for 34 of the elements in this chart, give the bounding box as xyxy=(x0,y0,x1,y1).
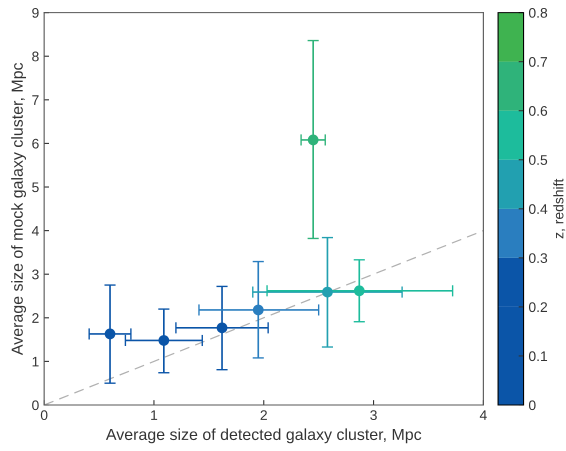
point xyxy=(308,134,319,146)
x-tick-label: 0 xyxy=(40,410,48,420)
y-tick-label: 1 xyxy=(32,356,39,366)
y-tick-label: 2 xyxy=(32,313,39,323)
color-bar-label: 0.8 xyxy=(528,8,548,18)
y-axis-title: Average size of mock galaxy cluster, Mpc xyxy=(11,62,26,356)
x-axis-title: Average size of detected galaxy cluster, Mpc xyxy=(106,428,422,444)
x-tick-label: 4 xyxy=(480,410,487,420)
y-tick-label: 6 xyxy=(32,138,39,149)
color-bar-label: 0 xyxy=(528,400,536,410)
x-tick-label: 3 xyxy=(370,410,377,420)
y-tick-label: 9 xyxy=(32,8,39,18)
color-bar-label: 0.2 xyxy=(528,302,548,312)
point xyxy=(322,286,333,298)
y-tick-label: 0 xyxy=(32,400,39,410)
point xyxy=(104,328,116,340)
color-bar-label: 0.7 xyxy=(528,57,548,67)
point xyxy=(158,335,170,346)
y-tick-label: 8 xyxy=(32,52,39,62)
color-bar-label: 0.1 xyxy=(528,351,548,362)
color-bar-title: z, redshift xyxy=(553,178,566,238)
point xyxy=(252,304,264,316)
x-tick-label: 2 xyxy=(260,410,267,420)
y-tick-label: 7 xyxy=(32,95,39,105)
y-tick-label: 5 xyxy=(32,182,39,192)
color-bar-label: 0.5 xyxy=(528,155,548,165)
y-tick-label: 3 xyxy=(32,270,39,280)
y-tick-label: 4 xyxy=(32,226,39,236)
color-bar-label: 0.3 xyxy=(528,253,548,264)
point xyxy=(216,322,228,334)
point xyxy=(354,285,365,296)
x-tick-label: 1 xyxy=(151,410,158,420)
color-bar-label: 0.6 xyxy=(528,106,548,116)
color-bar-label: 0.4 xyxy=(528,204,548,214)
